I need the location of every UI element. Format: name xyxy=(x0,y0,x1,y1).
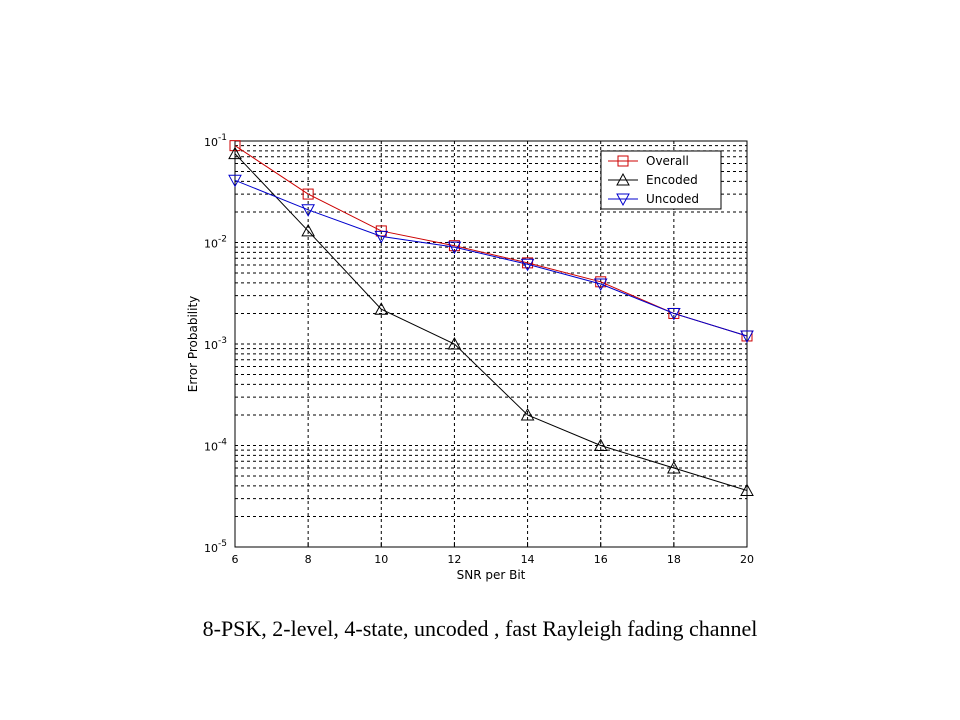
data-point-overall xyxy=(229,140,241,152)
y-tick-label: 10-2 xyxy=(204,235,227,251)
data-point-encoded xyxy=(667,460,681,474)
figure-caption: 8-PSK, 2-level, 4-state, uncoded , fast … xyxy=(202,616,758,641)
y-tick-base: 10 xyxy=(204,441,218,454)
x-tick-label: 8 xyxy=(305,553,312,566)
y-tick-base: 10 xyxy=(204,542,218,555)
series-line-encoded xyxy=(234,153,748,492)
legend-marker-uncoded xyxy=(616,193,630,207)
legend: Overall Encoded Uncoded xyxy=(600,150,722,210)
data-point-encoded xyxy=(374,302,389,315)
y-tick-exponent: -5 xyxy=(218,539,227,549)
data-point-overall xyxy=(302,188,314,200)
y-tick-exponent: -1 xyxy=(218,133,227,143)
x-tick-label: 10 xyxy=(374,553,388,566)
data-point-uncoded xyxy=(667,307,681,321)
y-tick-base: 10 xyxy=(204,238,218,251)
y-tick-label: 10-3 xyxy=(204,336,227,352)
data-point-encoded xyxy=(740,483,754,497)
legend-label-uncoded: Uncoded xyxy=(646,192,699,206)
data-point-encoded xyxy=(447,336,462,350)
y-tick-label: 10-1 xyxy=(204,133,227,149)
x-axis-title: SNR per Bit xyxy=(457,568,526,582)
legend-label-overall: Overall xyxy=(646,154,689,168)
x-tick-label: 16 xyxy=(594,553,608,566)
y-tick-base: 10 xyxy=(204,136,218,149)
data-point-uncoded xyxy=(447,241,462,255)
data-point-encoded xyxy=(228,146,242,160)
y-tick-exponent: -2 xyxy=(218,235,227,245)
y-axis-title: Error Probability xyxy=(186,296,200,393)
data-point-uncoded xyxy=(520,258,535,272)
x-tick-label: 18 xyxy=(667,553,681,566)
legend-marker-encoded xyxy=(616,172,630,186)
y-tick-label: 10-5 xyxy=(204,539,227,555)
data-point-uncoded xyxy=(374,230,389,244)
data-series xyxy=(228,140,754,497)
y-tick-exponent: -3 xyxy=(218,336,227,346)
data-point-encoded xyxy=(593,438,608,451)
y-tick-exponent: -4 xyxy=(218,438,227,448)
series-line-uncoded xyxy=(234,179,748,337)
data-point-uncoded xyxy=(301,204,315,217)
legend-label-encoded: Encoded xyxy=(646,173,698,187)
data-point-uncoded xyxy=(593,278,608,292)
data-point-uncoded xyxy=(228,174,242,188)
data-point-encoded xyxy=(301,223,315,237)
data-point-encoded xyxy=(520,407,535,421)
x-tick-label: 14 xyxy=(521,553,535,566)
y-tick-label: 10-4 xyxy=(204,438,227,454)
x-tick-label: 20 xyxy=(740,553,754,566)
data-point-uncoded xyxy=(740,330,754,344)
plot-frame xyxy=(234,140,748,548)
data-point-overall xyxy=(448,240,460,252)
legend-marker-overall xyxy=(617,155,629,167)
x-tick-label: 12 xyxy=(447,553,461,566)
y-tick-base: 10 xyxy=(204,339,218,352)
x-tick-label: 6 xyxy=(232,553,239,566)
